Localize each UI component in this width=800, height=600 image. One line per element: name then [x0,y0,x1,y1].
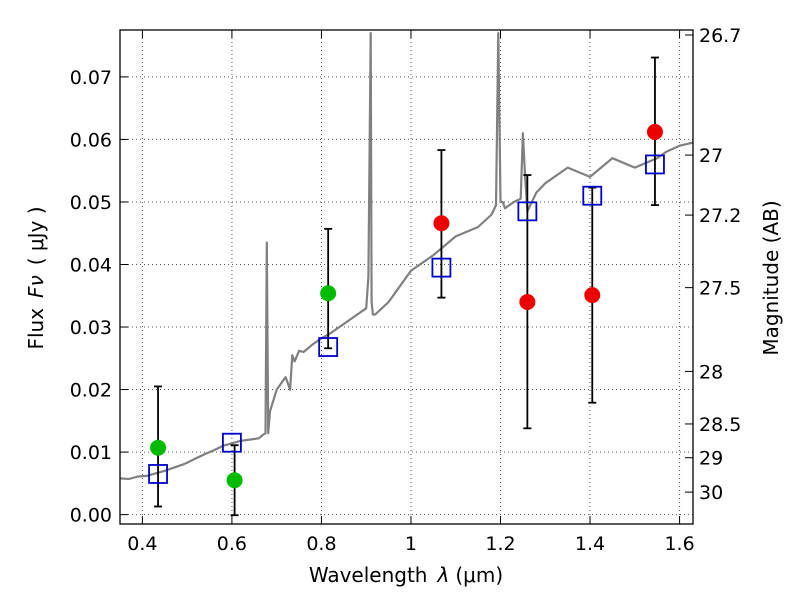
y-axis-title: FluxFν( μJy ) [24,206,48,349]
observed-point-marker [646,123,663,140]
model-square-marker [645,154,665,175]
y-tick-label: 0.03 [70,317,112,339]
x-tick-label: 1.2 [485,533,515,555]
y2-tick-label: 30 [699,482,723,504]
model-square-marker [148,464,168,484]
plot-frame [119,29,694,525]
y-tick-label: 0.01 [70,442,112,464]
spectrum-line [120,32,693,481]
data-markers [148,123,665,489]
model-square-marker [582,185,603,206]
model-square-marker [517,201,538,222]
model-square-marker [222,432,242,453]
x-tick-label: 0.4 [127,533,157,555]
tick-labels: 0.4 0.6 0.8 1 1.2 1.4 1.6 0.00 0.01 0.02 0.03 0.04 0… [70,25,742,555]
axis-ticks [120,30,693,524]
y2-tick-label: 28.5 [699,414,741,436]
y2-tick-label: 26.7 [699,25,741,47]
observed-point-marker [584,287,601,304]
y-tick-label: 0.05 [70,192,112,214]
observed-point-marker [320,285,337,302]
y2-tick-label: 28 [699,361,723,383]
observed-point-marker [150,439,167,456]
y2-axis-title: Magnitude (AB) [759,200,783,355]
y2-tick-label: 27.2 [699,205,741,227]
x-axis-title: Wavelength λ (μm) [309,563,503,587]
observed-point-marker [433,215,450,232]
y-tick-label: 0.04 [70,254,112,276]
y2-tick-label: 27 [699,145,723,167]
observed-point-marker [226,472,243,489]
x-tick-label: 1.6 [664,533,694,555]
model-square-marker [318,337,339,357]
x-tick-label: 1.4 [575,533,605,555]
y-tick-label: 0.07 [70,67,112,89]
x-tick-label: 1 [405,533,417,555]
x-tick-label: 0.8 [306,533,336,555]
x-tick-label: 0.6 [217,533,247,555]
y-tick-label: 0.02 [70,380,112,402]
y2-tick-label: 27.5 [699,278,741,300]
model-spectrum [120,32,693,481]
model-square-marker [431,257,452,278]
y2-tick-label: 29 [699,448,723,470]
observed-point-marker [519,294,536,311]
y-tick-label: 0.06 [70,129,112,151]
y-tick-label: 0.00 [70,505,112,527]
